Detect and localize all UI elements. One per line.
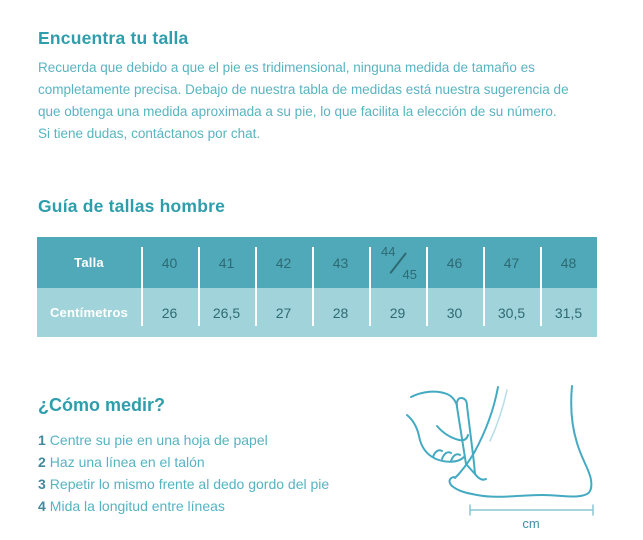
step-text: Repetir lo mismo frente al dedo gordo de…: [49, 476, 330, 492]
hand-sketch: [410, 390, 458, 406]
measurement-line: [469, 504, 594, 516]
size-cell-44-45: 44 45: [369, 237, 426, 288]
step-text: Haz una línea en el talón: [49, 454, 205, 470]
cm-unit-label: cm: [522, 516, 540, 531]
hand-sketch: [436, 425, 469, 442]
size-guide-title: Guía de tallas hombre: [38, 196, 226, 216]
foot-sketch: [454, 386, 499, 479]
cm-cell: 30: [446, 304, 463, 321]
size-cell: 42: [275, 254, 292, 271]
how-to-measure-title: ¿Cómo medir?: [38, 395, 166, 415]
cm-cell: 26,5: [212, 304, 241, 321]
cm-cell: 29: [389, 304, 406, 321]
size-45: 45: [402, 267, 417, 282]
step-number: 1: [38, 432, 46, 448]
size-table-row-centimetros: Centímetros 26 26,5 27 28 29 30 30,5 31,…: [37, 288, 597, 337]
hand-sketch: [441, 451, 452, 460]
intro-paragraph: Recuerda que debido a que el pie es trid…: [38, 57, 569, 145]
measure-step: 2 Haz una línea en el talón: [38, 451, 329, 473]
size-cell: 41: [218, 254, 235, 271]
intro-line: Recuerda que debido a que el pie es trid…: [38, 60, 535, 75]
measure-steps-list: 1 Centre su pie en una hoja de papel 2 Haz…: [38, 429, 329, 517]
row-label-talla: Talla: [74, 255, 104, 270]
size-cell: 46: [446, 254, 463, 271]
row-label-centimetros: Centímetros: [49, 305, 129, 320]
pen-sketch: [455, 397, 476, 475]
measure-step: 1 Centre su pie en una hoja de papel: [38, 429, 329, 451]
size-cell: 43: [332, 254, 349, 271]
size-table-row-talla: Talla 40 41 42 43 44 45 46 47 48: [37, 237, 597, 288]
intro-line: completamente precisa. Debajo de nuestra…: [38, 82, 569, 97]
cm-cell: 26: [161, 304, 178, 321]
cm-cell: 31,5: [554, 304, 583, 321]
find-size-title: Encuentra tu talla: [38, 28, 189, 48]
cm-cell: 30,5: [497, 304, 526, 321]
step-text: Centre su pie en una hoja de papel: [49, 432, 268, 448]
step-text: Mida la longitud entre líneas: [49, 498, 225, 514]
foot-measure-illustration: [406, 385, 594, 516]
size-table: Talla 40 41 42 43 44 45 46 47 48 Centíme…: [37, 237, 597, 337]
size-cell: 48: [560, 254, 577, 271]
hand-sketch: [450, 453, 461, 462]
step-number: 2: [38, 454, 46, 470]
measure-step: 3 Repetir lo mismo frente al dedo gordo d…: [38, 473, 329, 495]
cm-cell: 27: [275, 304, 292, 321]
size-44: 44: [381, 244, 396, 259]
cm-cell: 28: [332, 304, 349, 321]
size-cell: 47: [503, 254, 520, 271]
foot-sketch: [489, 389, 508, 442]
measure-step: 4 Mida la longitud entre líneas: [38, 495, 329, 517]
foot-sketch: [474, 473, 487, 481]
intro-line: Si tiene dudas, contáctanos por chat.: [38, 126, 261, 141]
step-number: 4: [38, 498, 46, 514]
intro-line: que obtenga una medida aproximada a su p…: [38, 104, 557, 119]
size-cell: 40: [161, 254, 178, 271]
hand-sketch: [432, 449, 443, 458]
foot-sketch: [448, 385, 593, 498]
step-number: 3: [38, 476, 46, 492]
